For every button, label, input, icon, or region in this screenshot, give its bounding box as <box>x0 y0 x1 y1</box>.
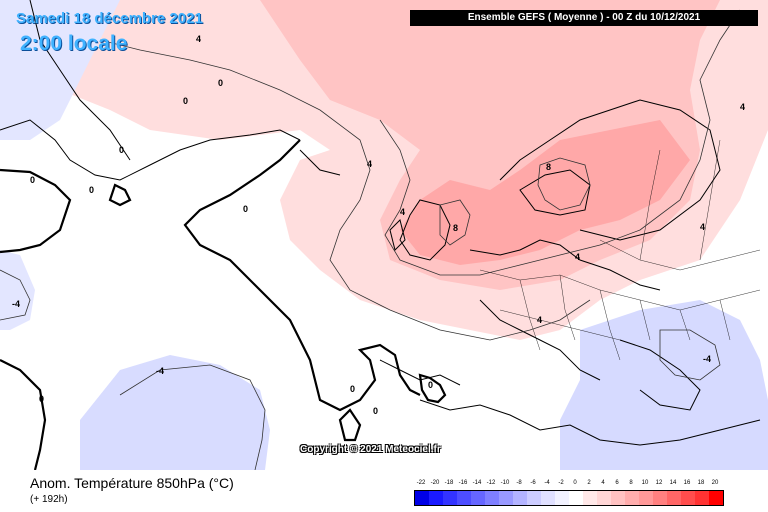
color-scale-swatch <box>471 491 485 505</box>
color-scale-swatch <box>681 491 695 505</box>
color-scale-swatch <box>639 491 653 505</box>
contour-label: 0 <box>183 96 188 106</box>
zero-isotherm <box>0 139 447 470</box>
contour-label: 4 <box>740 102 745 112</box>
color-scale-label: -18 <box>444 480 454 486</box>
cold-anomaly-atlantic <box>80 355 270 470</box>
contour-label: 4 <box>537 315 542 325</box>
color-scale-label: 2 <box>587 480 591 486</box>
cold-anomaly-eastmed <box>560 300 768 470</box>
color-scale-swatch <box>429 491 443 505</box>
coastlines <box>0 0 761 446</box>
contour-label: 0 <box>373 406 378 416</box>
color-scale-label: -22 <box>416 480 426 486</box>
color-scale-label: 16 <box>683 480 691 486</box>
color-scale-swatch <box>569 491 583 505</box>
color-scale-label: -20 <box>430 480 440 486</box>
contour-label: 4 <box>196 34 201 44</box>
contour-label: 8 <box>546 162 551 172</box>
color-scale-label: 6 <box>615 480 619 486</box>
contour-label: 4 <box>367 159 372 169</box>
color-scale-swatch <box>513 491 527 505</box>
contour-label: 4 <box>700 222 705 232</box>
contour-label: 0 <box>243 204 248 214</box>
color-scale-label: 18 <box>697 480 705 486</box>
color-scale-swatch <box>653 491 667 505</box>
lead-time: (+ 192h) <box>30 494 68 505</box>
color-scale-swatch <box>485 491 499 505</box>
contour-label: 4 <box>400 207 405 217</box>
contour-label: -4 <box>703 354 711 364</box>
color-scale-label: -2 <box>558 480 564 486</box>
color-scale-swatch <box>443 491 457 505</box>
contour-label: 4 <box>575 252 580 262</box>
color-scale-swatch <box>625 491 639 505</box>
color-scale-bar <box>414 490 724 506</box>
color-scale-label: 10 <box>641 480 649 486</box>
copyright-notice: Copyright © 2021 Meteociel.fr <box>300 444 441 455</box>
contour-label: 0 <box>119 145 124 155</box>
color-scale-label: 14 <box>669 480 677 486</box>
color-scale-label: 8 <box>629 480 633 486</box>
contour-label: 0 <box>218 78 223 88</box>
isotherms <box>0 9 741 470</box>
color-scale-swatch <box>667 491 681 505</box>
color-scale-label: 12 <box>655 480 663 486</box>
color-scale-label: 4 <box>601 480 605 486</box>
color-scale-label: -8 <box>516 480 522 486</box>
country-borders <box>479 139 761 361</box>
color-scale-swatch <box>695 491 709 505</box>
color-scale-label: -16 <box>458 480 468 486</box>
contour-label: 0 <box>89 185 94 195</box>
color-scale-label: -12 <box>486 480 496 486</box>
color-scale-swatch <box>415 491 429 505</box>
color-scale-swatch <box>541 491 555 505</box>
color-scale-label: 0 <box>573 480 577 486</box>
color-scale-swatch <box>709 491 723 505</box>
valid-date: Samedi 18 décembre 2021 <box>16 10 203 27</box>
color-scale-swatch <box>555 491 569 505</box>
contour-label: 8 <box>453 223 458 233</box>
color-scale-swatch <box>499 491 513 505</box>
anomaly-map: 4 0 0 0 0 0 4 0 4 4 0 0 0 0 8 8 4 4 4 -4… <box>0 0 768 470</box>
color-scale-swatch <box>597 491 611 505</box>
contour-labels: 4 0 0 0 0 0 4 0 4 4 0 0 0 0 8 8 4 4 4 -4… <box>12 34 745 416</box>
contour-label: 0 <box>30 175 35 185</box>
warm-anomaly-core-8 <box>400 120 690 265</box>
color-scale-swatch <box>611 491 625 505</box>
color-scale-swatch <box>527 491 541 505</box>
color-scale-label: -4 <box>544 480 550 486</box>
local-time: 2:00 locale <box>20 32 128 55</box>
color-scale: -22 -20 -18 -16 -14 -12 -10 -8 -6 -4 -2 0 2 4 6 8 10 12 14… <box>414 478 750 508</box>
run-info-banner: Ensemble GEFS ( Moyenne ) - 00 Z du 10/1… <box>410 10 758 26</box>
color-scale-swatch <box>457 491 471 505</box>
variable-title: Anom. Température 850hPa (°C) <box>30 475 234 491</box>
color-scale-label: -14 <box>472 480 482 486</box>
color-scale-label: -10 <box>500 480 510 486</box>
color-scale-label: 20 <box>711 480 719 486</box>
contour-label: -4 <box>12 299 20 309</box>
contour-label: 0 <box>428 380 433 390</box>
color-scale-label: -6 <box>530 480 536 486</box>
contour-label: 0 <box>350 384 355 394</box>
color-scale-swatch <box>583 491 597 505</box>
color-scale-labels: -22 -20 -18 -16 -14 -12 -10 -8 -6 -4 -2 0 2 4 6 8 10 12 14… <box>414 478 750 488</box>
contour-label: -4 <box>156 366 164 376</box>
contour-label: 0 <box>39 394 44 404</box>
